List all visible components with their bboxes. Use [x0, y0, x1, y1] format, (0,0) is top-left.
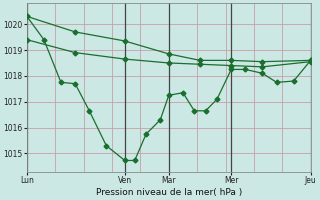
X-axis label: Pression niveau de la mer( hPa ): Pression niveau de la mer( hPa )	[96, 188, 242, 197]
